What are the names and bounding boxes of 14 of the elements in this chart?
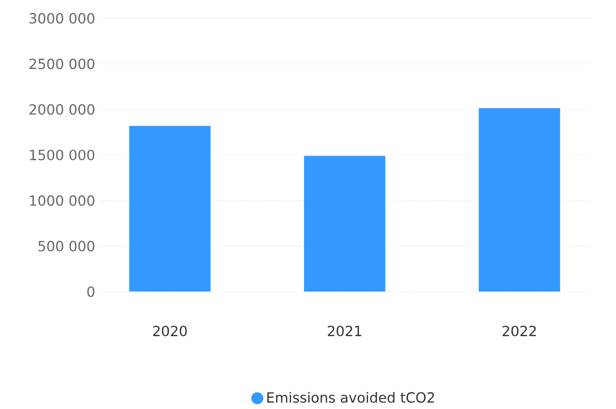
y-tick-label: 2500 000 [30, 58, 94, 70]
x-tick-label: 2021 [328, 326, 362, 336]
y-tick-label: 1500 000 [30, 150, 94, 160]
y-tick-label: 2000 000 [30, 104, 94, 115]
x-tick-label: 2022 [502, 326, 536, 336]
bar [304, 156, 386, 292]
legend-label: Emissions avoided tCO2 [267, 392, 434, 403]
y-tick-label: 0 [87, 286, 94, 297]
x-tick-label: 2020 [153, 326, 187, 336]
bar [129, 126, 211, 292]
y-tick-label: 500 000 [38, 240, 94, 252]
y-tick-label: 3000 000 [30, 13, 94, 24]
bar [478, 108, 560, 292]
y-tick-label: 1000 000 [30, 195, 94, 206]
